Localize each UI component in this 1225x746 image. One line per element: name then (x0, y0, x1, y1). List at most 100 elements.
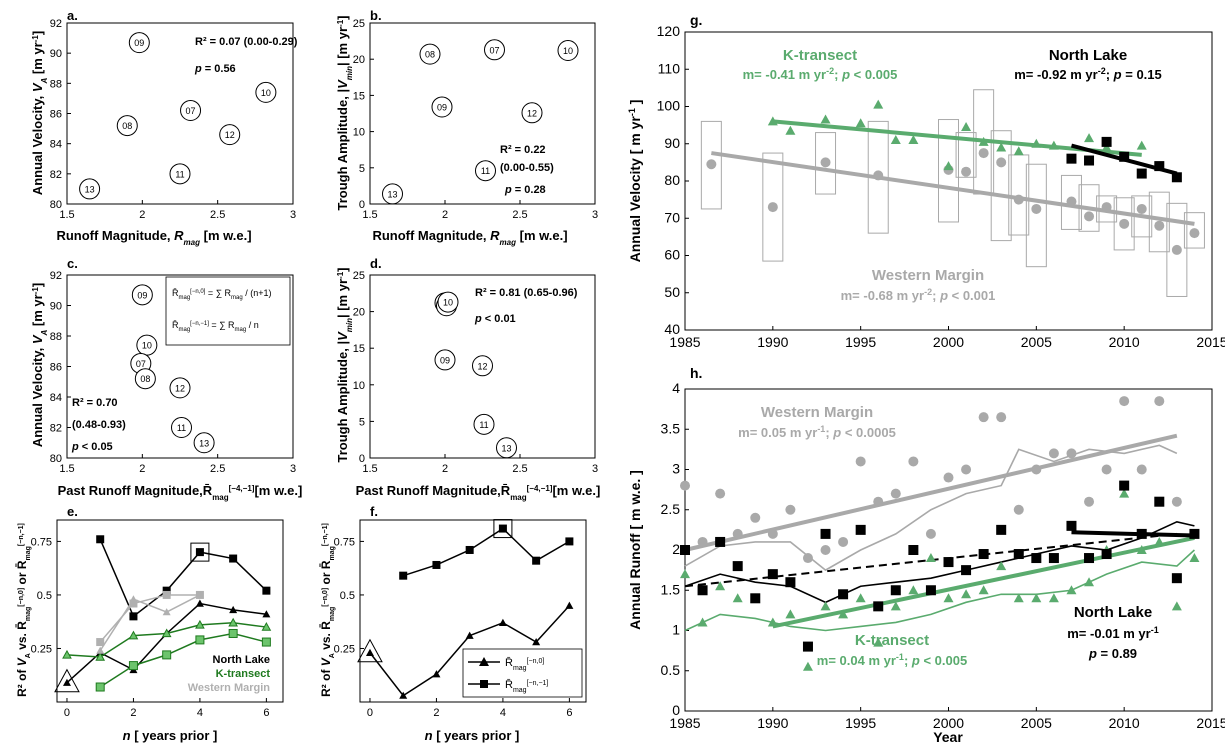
circle-marker (1031, 464, 1042, 475)
formula-box (165, 276, 291, 346)
circle-marker (890, 488, 901, 499)
square-marker (95, 682, 105, 692)
point-label: 10 (563, 46, 573, 56)
panel-f-lines (357, 519, 574, 699)
panel-g-plot (700, 89, 1205, 297)
point-13 (382, 183, 403, 205)
point-label: 08 (140, 374, 150, 384)
panel-c: c. 1.5 2 2.5 3 80 82 84 86 88 90 92 09 10 07 08 12 11 13… (30, 256, 302, 502)
point-label: 07 (186, 106, 196, 116)
range-box (938, 119, 959, 223)
square-marker (229, 554, 238, 563)
series-line (99, 594, 201, 652)
point-label: 11 (479, 420, 488, 430)
panel-d-label: d. (370, 256, 382, 271)
highlight-triangle (357, 638, 383, 663)
y-tick-label: 4 (672, 380, 680, 396)
triangle-marker (1031, 593, 1042, 603)
x-tick-label: 2015 (1196, 715, 1225, 731)
circle-marker (943, 472, 954, 483)
triangle-marker (820, 114, 831, 124)
x-tick-label: 4 (500, 707, 506, 719)
square-marker (890, 585, 901, 596)
point-13 (496, 437, 517, 459)
x-tick-label: 6 (263, 707, 269, 719)
panel-b-xlabel: Runoff Magnitude, Rmag [m w.e.] (372, 228, 567, 247)
y-tick-label: 0.5 (340, 590, 355, 602)
highlight-square (493, 519, 513, 539)
y-tick-label: 1 (672, 622, 680, 638)
point-11 (473, 413, 495, 435)
triangle-marker (873, 637, 884, 647)
panel-a-r2: R² = 0.07 (0.00-0.29) (195, 36, 298, 48)
triangle-marker (1084, 133, 1095, 143)
square-marker (1119, 151, 1130, 162)
x-tick-label: 0 (367, 707, 373, 719)
panel-h-wm-stat: m= 0.05 m yr-1; p < 0.0005 (738, 424, 896, 440)
circle-marker (1154, 220, 1165, 231)
square-marker (925, 585, 936, 596)
square-marker (767, 569, 778, 580)
circle-marker (1119, 396, 1130, 407)
point-label: 13 (387, 189, 397, 199)
x-tick-label: 2.5 (512, 209, 527, 221)
triangle-marker (996, 142, 1007, 152)
point-07 (484, 39, 505, 61)
point-12 (521, 102, 543, 124)
panel-e-ticks: 0 2 4 6 0.25 0.5 0.75 (31, 536, 270, 719)
y-tick-label: 3 (672, 461, 680, 477)
triangle-marker (532, 638, 541, 646)
y-tick-label: 0.25 (31, 643, 52, 655)
panel-d-ticks: 1.5 2 2.5 3 0 5 10 15 20 25 (353, 270, 598, 475)
circle-marker (873, 170, 884, 181)
point-label: 13 (85, 184, 95, 194)
square-marker (855, 524, 866, 535)
square-marker (978, 549, 989, 560)
y-tick-label: 15 (353, 343, 365, 355)
panel-f-xlabel: n [ years prior ] (425, 728, 520, 743)
square-marker (1101, 136, 1112, 147)
x-tick-label: 2 (442, 209, 448, 221)
circle-marker (838, 536, 849, 547)
triangle-marker (925, 553, 936, 563)
x-tick-label: 2 (130, 707, 136, 719)
point-11 (169, 163, 191, 185)
square-marker (1154, 161, 1165, 172)
square-marker (262, 586, 271, 595)
circle-marker (767, 202, 778, 213)
circle-marker (978, 148, 989, 159)
range-box (1025, 163, 1047, 268)
square-marker (1101, 549, 1112, 560)
circle-marker (1031, 203, 1042, 214)
panel-b: b. 1.5 2 2.5 3 0 5 10 15 20 25 08 07 10 09 12 11 13 R² … (335, 8, 598, 247)
panel-h-nl-title: North Lake (1074, 604, 1152, 621)
panel-c-label: c. (67, 256, 78, 271)
square-marker (1119, 480, 1130, 491)
triangle-marker (785, 609, 796, 619)
circle-marker (908, 456, 919, 467)
panel-c-ci: (0.48-0.93) (72, 419, 126, 431)
square-marker (129, 599, 138, 608)
x-tick-label: 1985 (669, 334, 700, 350)
point-label: 10 (261, 88, 271, 98)
triangle-marker (261, 622, 272, 631)
circle-marker (1084, 211, 1095, 222)
triangle-marker (802, 661, 813, 671)
x-tick-label: 2000 (933, 334, 964, 350)
triangle-marker (1189, 553, 1200, 563)
square-marker (750, 593, 761, 604)
y-tick-label: 2 (672, 541, 680, 557)
panel-g-nl-stat: m= -0.92 m yr-2; p = 0.15 (1014, 66, 1162, 82)
series-line (99, 538, 267, 618)
square-marker (465, 545, 474, 554)
y-tick-label: 20 (353, 54, 365, 66)
y-tick-label: 120 (657, 23, 681, 39)
x-tick-label: 1.5 (362, 463, 377, 475)
square-marker (129, 612, 138, 621)
x-tick-label: 1990 (757, 334, 788, 350)
x-tick-label: 2005 (1021, 715, 1052, 731)
y-tick-label: 80 (50, 199, 62, 211)
x-tick-label: 1990 (757, 715, 788, 731)
triangle-marker (838, 609, 849, 619)
circle-marker (1048, 448, 1059, 459)
